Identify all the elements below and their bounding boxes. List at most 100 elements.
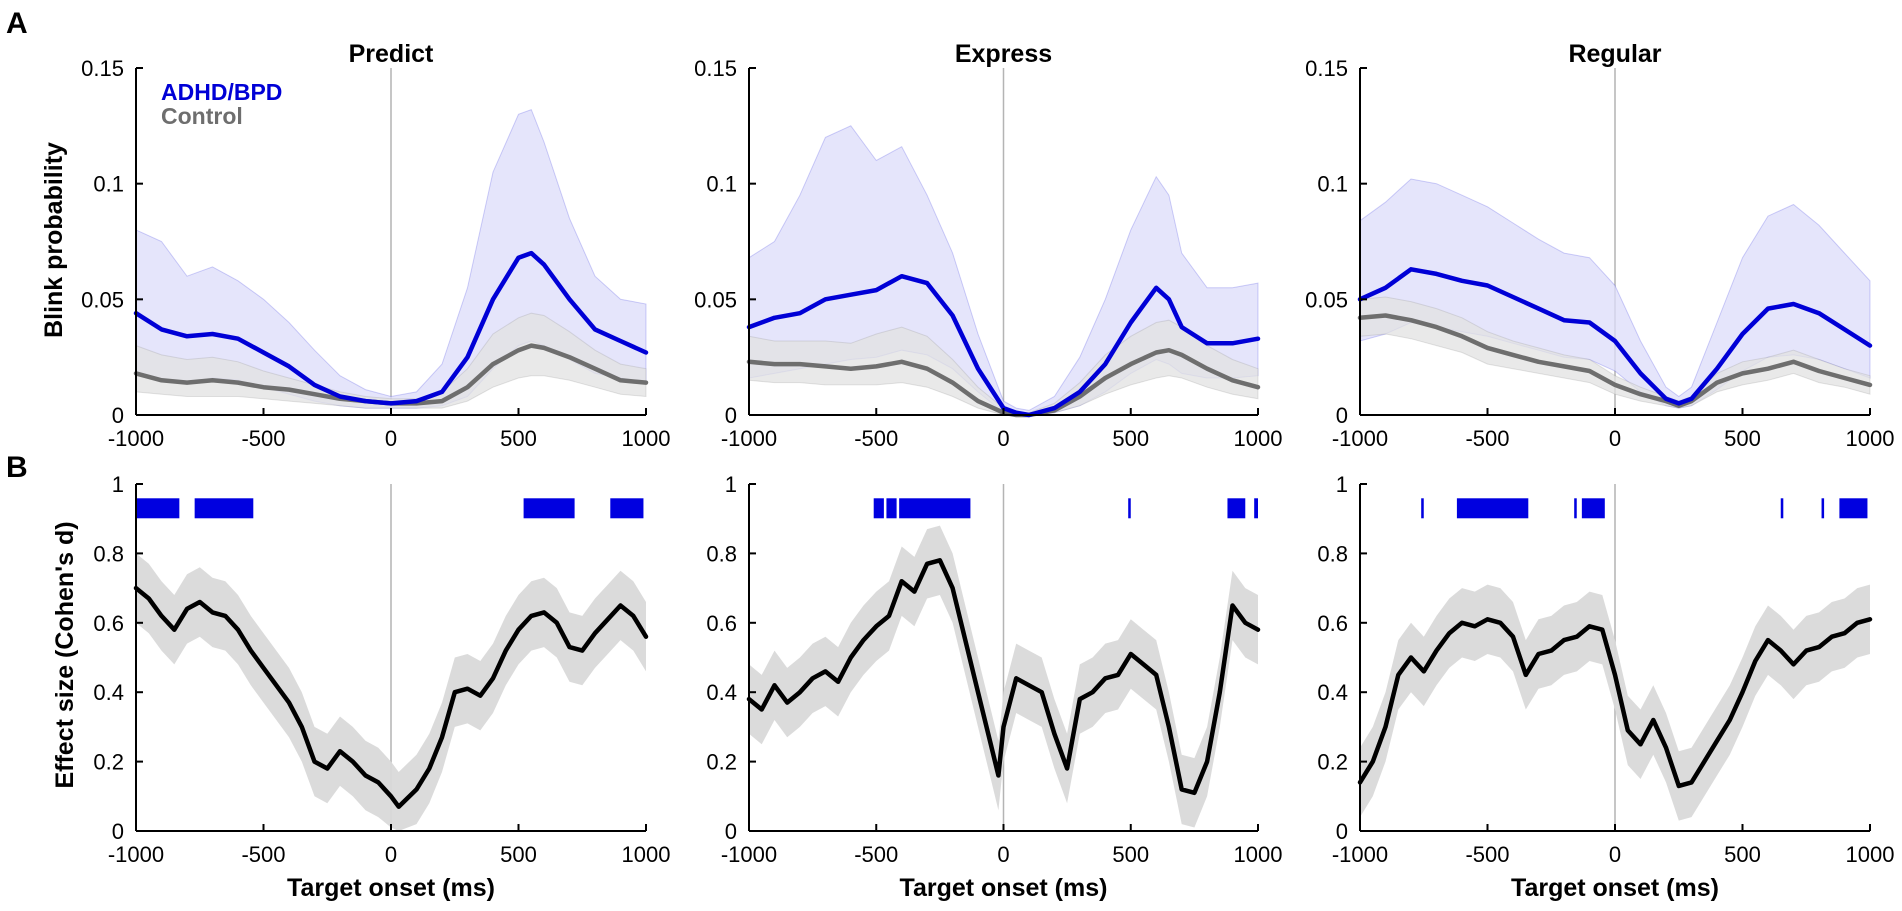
x-tick-label: 1000 [1846,842,1895,867]
y-tick-label: 0 [725,819,737,844]
x-tick-label: 0 [1609,426,1621,451]
y-tick-label: 0.6 [706,611,737,636]
panel-title: Regular [1568,40,1661,68]
significance-bar [523,498,575,519]
y-tick-label: 0 [112,403,124,428]
x-tick-label: -500 [241,842,285,867]
x-tick-label: 1000 [622,842,671,867]
legend-control: Control [161,103,243,129]
effect-size-line [133,585,649,809]
x-tick-label: -1000 [108,426,164,451]
y-tick-label: 1 [112,472,124,497]
x-tick-label: -500 [241,426,285,451]
legend-adhd-bpd: ADHD/BPD [161,79,282,105]
y-tick-label: 0.1 [706,172,737,197]
panel-letter-b: B [6,451,28,484]
significance-bar [1421,498,1424,519]
adhd-bpd-line [1357,267,1873,406]
y-tick-label: 0.4 [93,680,124,705]
adhd-bpd-line [133,250,649,406]
x-tick-label: -1000 [1332,426,1388,451]
y-tick-label: 1 [1336,472,1348,497]
effect-size-ci-band [136,553,646,831]
x-tick-label: 0 [385,842,397,867]
control-line [1357,313,1873,408]
effect-size-ci-band [749,525,1258,828]
y-tick-label: 0.2 [93,750,124,775]
row-a-ylabel: Blink probability [40,142,68,338]
y-tick-label: 0.4 [1317,680,1348,705]
panel-title: Predict [349,40,434,68]
y-tick-label: 0.6 [1317,611,1348,636]
significance-bar [1780,498,1784,519]
control-ci-band [748,319,1259,416]
x-axis-label: Target onset (ms) [287,874,495,902]
x-tick-label: 1000 [1234,842,1283,867]
x-tick-label: 0 [997,426,1009,451]
y-tick-label: 0.15 [1305,56,1348,81]
effect-size-line [1357,617,1873,789]
panel-title: Express [955,40,1052,68]
panel-a-express: -1000 -500 0 500 1000 0 0.05 0.1 0.15 Express [694,40,1282,451]
panel-a-regular: -1000 -500 0 500 1000 0 0.05 0.1 0.15 Regular [1305,40,1894,451]
x-tick-label: 500 [1112,426,1149,451]
y-tick-label: 0.8 [1317,541,1348,566]
y-tick-label: 0.1 [93,172,124,197]
significance-bar [899,498,971,519]
y-tick-label: 0.2 [1317,750,1348,775]
x-tick-label: 1000 [1234,426,1283,451]
x-tick-label: 0 [997,842,1009,867]
y-tick-label: 1 [725,472,737,497]
effect-size-ci-band [1360,584,1870,821]
x-tick-label: 0 [1609,842,1621,867]
significance-bar [1128,498,1131,519]
x-tick-label: 1000 [622,426,671,451]
x-tick-label: 1000 [1846,426,1895,451]
y-tick-label: 0 [1336,819,1348,844]
y-tick-label: 0 [112,819,124,844]
y-tick-label: 0.15 [694,56,737,81]
significance-bar [886,498,897,519]
panel-b-predict: -1000 -500 0 500 1000 0 0.2 0.4 0.6 0.8 1 Target on… [93,472,670,902]
x-tick-label: -1000 [108,842,164,867]
x-tick-label: -500 [854,842,898,867]
significance-bar [1456,498,1529,519]
row-b-ylabel: Effect size (Cohen's d) [51,521,79,788]
x-tick-label: -500 [854,426,898,451]
y-tick-label: 0.2 [706,750,737,775]
x-tick-label: 0 [385,426,397,451]
panel-b-express: -1000 -500 0 500 1000 0 0.2 0.4 0.6 0.8 1 Target on… [706,472,1282,902]
significance-bar [194,498,254,519]
significance-bar [1581,498,1605,519]
y-tick-label: 0.1 [1317,172,1348,197]
adhd-bpd-line [746,273,1261,418]
y-tick-label: 0.8 [706,541,737,566]
significance-bar [610,498,644,519]
x-tick-label: 500 [1724,842,1761,867]
x-tick-label: 500 [1112,842,1149,867]
x-tick-label: -1000 [721,426,777,451]
x-tick-label: -1000 [721,842,777,867]
significance-bar [1821,498,1825,519]
significance-bar [1254,498,1258,519]
x-tick-label: -500 [1465,842,1509,867]
significance-bar [1839,498,1868,519]
x-tick-label: -500 [1465,426,1509,451]
y-tick-label: 0 [725,403,737,428]
x-axis-label: Target onset (ms) [1511,874,1719,902]
significance-bar [1574,498,1577,519]
y-tick-label: 0.05 [81,287,124,312]
y-tick-label: 0.6 [93,611,124,636]
y-tick-label: 0.4 [706,680,737,705]
y-tick-label: 0.8 [93,541,124,566]
y-tick-label: 0 [1336,403,1348,428]
panel-letter-a: A [6,7,28,40]
significance-bar [136,498,180,519]
significance-bar [1227,498,1246,519]
x-axis-label: Target onset (ms) [900,874,1108,902]
panel-b-regular: -1000 -500 0 500 1000 0 0.2 0.4 0.6 0.8 1 Target on… [1317,472,1894,902]
control-ci-band [1359,296,1871,409]
y-tick-label: 0.15 [81,56,124,81]
x-tick-label: 500 [1724,426,1761,451]
